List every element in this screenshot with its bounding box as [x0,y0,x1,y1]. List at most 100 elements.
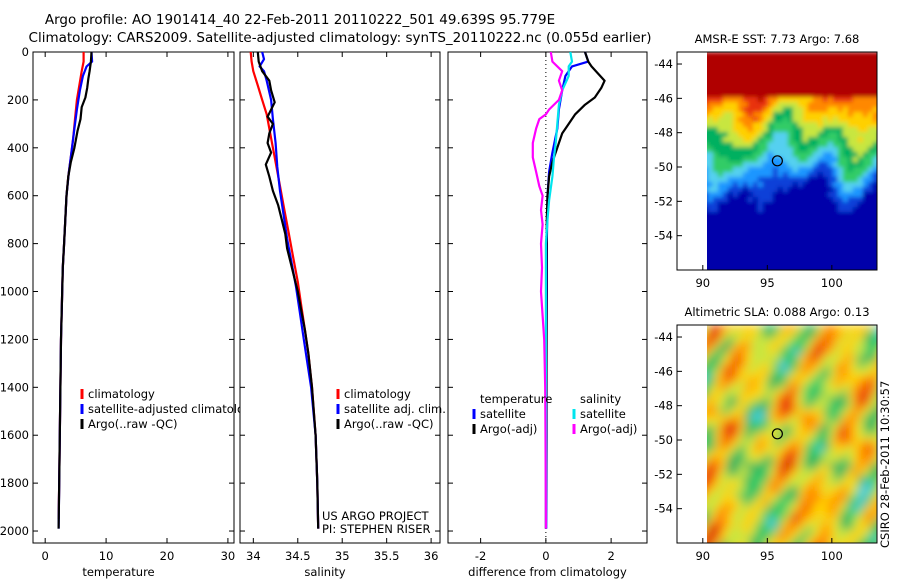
map-cell [752,237,759,243]
map-cell [858,403,866,410]
map-cell [726,373,734,380]
map-cell [732,207,739,213]
map-cell [782,102,789,108]
map-cell [717,142,724,148]
map-cell [852,325,860,332]
map-cell [782,87,789,93]
y-tick-label: -50 [654,433,673,447]
map-cell [870,367,877,374]
map-cell [857,162,864,168]
map-cell [756,415,764,422]
map-cell [727,232,734,238]
map-cell [804,511,812,518]
map-cell [822,415,830,422]
map-cell [840,445,848,452]
map-cell [832,237,839,243]
map-cell [727,227,734,233]
map-cell [867,232,874,238]
map-cell [720,493,728,500]
map-cell [857,57,864,63]
map-cell [737,157,744,163]
map-cell [867,122,874,128]
map-cell [707,232,709,238]
map-cell [847,187,854,193]
map-cell [722,247,729,253]
map-cell [872,227,877,233]
map-cell [837,147,844,153]
map-cell [732,433,740,440]
map-cell [846,331,854,338]
map-cell [712,57,719,63]
map-cell [744,361,752,368]
map-cell [727,222,734,228]
map-cell [786,475,794,482]
map-cell [772,62,779,68]
map-cell [858,541,866,543]
map-cell [722,137,729,143]
map-cell [762,433,770,440]
map-cell [747,202,754,208]
map-cell [768,445,776,452]
map-field-blurred [707,52,884,270]
map-cell [870,397,877,404]
map-cell [862,242,869,248]
map-cell [732,162,739,168]
map-cell [832,52,839,58]
map-cell [834,529,842,536]
map-cell [857,52,864,58]
map-cell [767,92,774,98]
map-cell [792,57,799,63]
map-cell [807,67,814,73]
map-cell [762,72,769,78]
map-cell [762,182,769,188]
map-cell [872,187,877,193]
map-cell [857,217,864,223]
map-cell [797,172,804,178]
map-cell [757,202,764,208]
map-cell [798,427,806,434]
map-cell [840,349,848,356]
map-cell [782,152,789,158]
map-cell [714,355,722,362]
map-cell [870,529,877,536]
map-cell [726,475,734,482]
map-cell [714,331,722,338]
map-cell [842,107,849,113]
map-cell [842,162,849,168]
map-cell [864,385,872,392]
map-cell [834,379,842,386]
map-cell [738,409,746,416]
map-cell [834,355,842,362]
map-cell [804,421,812,428]
map-cell [737,122,744,128]
map-cell [802,182,809,188]
map-cell [745,547,752,554]
map-cell [762,147,769,153]
map-cell [720,415,728,422]
map-cell [708,355,716,362]
map-cell [878,157,884,163]
map-cell [876,355,877,362]
map-cell [842,167,849,173]
map-cell [708,541,716,543]
map-cell [747,247,754,253]
map-cell [757,147,764,153]
map-cell [732,535,740,542]
map-cell [870,361,877,368]
map-frame [676,51,878,271]
map-cell [786,403,794,410]
map-cell [859,547,866,554]
map-cell [832,82,839,88]
map-cell [786,439,794,446]
map-cell [757,177,764,183]
map-cell [768,433,776,440]
map-cell [847,162,854,168]
map-cell [756,523,764,530]
map-cell [767,242,774,248]
map-cell [707,499,710,506]
map-cell [722,262,729,268]
map-cell [756,331,764,338]
map-cell [792,433,800,440]
map-cell [827,82,834,88]
